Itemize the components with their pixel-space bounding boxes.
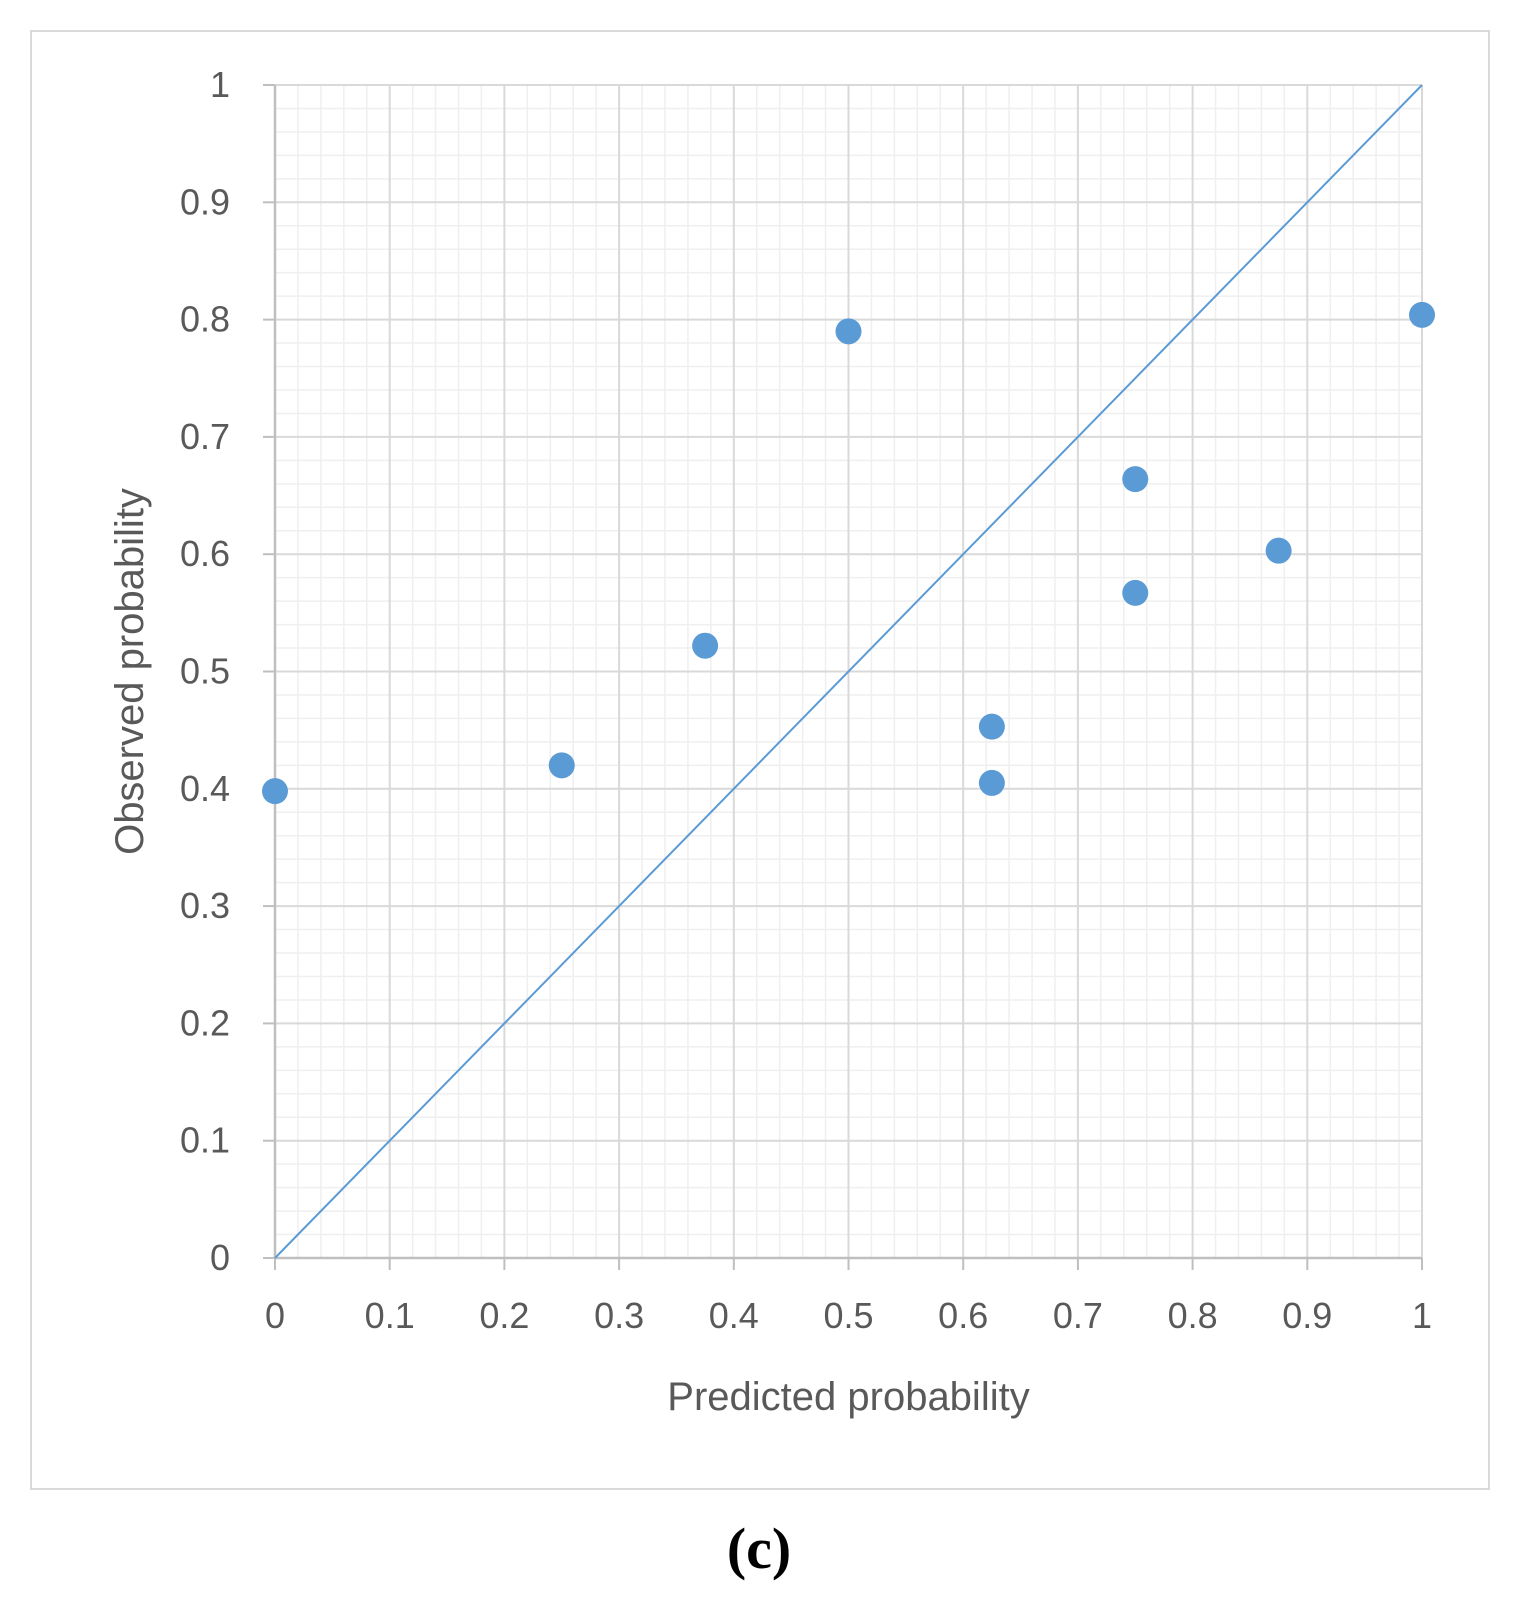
data-point [978,769,1005,796]
y-tick-label: 0.6 [180,533,230,574]
y-tick-label: 0.4 [180,768,230,809]
x-tick-label: 0.5 [823,1295,873,1336]
y-tick-label: 0.1 [180,1120,230,1161]
y-tick-label: 1 [210,64,230,105]
data-point [548,752,575,779]
x-tick-label: 0.3 [594,1295,644,1336]
data-point [262,778,288,805]
x-tick-label: 0.2 [479,1295,529,1336]
data-point [978,713,1005,740]
x-tick-label: 0.8 [1168,1295,1218,1336]
x-tick-label: 0.9 [1282,1295,1332,1336]
y-tick-labels: 0 0.1 0.2 0.3 0.4 0.5 0.6 0.7 0.8 0.9 1 [180,64,230,1278]
data-point [1122,579,1149,606]
x-tick-labels: 0 0.1 0.2 0.3 0.4 0.5 0.6 0.7 0.8 0.9 1 [265,1295,1432,1336]
y-tick-label: 0.7 [180,416,230,457]
x-tick-label: 0 [265,1295,285,1336]
x-tick-label: 0.7 [1053,1295,1103,1336]
y-tick-label: 0.8 [180,299,230,340]
y-tick-label: 0 [210,1237,230,1278]
data-point [692,632,719,659]
panel-label: (c) [726,1516,792,1581]
y-tick-label: 0.5 [180,651,230,692]
data-point [1122,466,1149,493]
scatter-point-series [262,301,1435,805]
y-tick-label: 0.2 [180,1002,230,1043]
y-tick-label: 0.3 [180,885,230,926]
data-point [1265,537,1292,564]
axes [263,84,1423,1270]
x-tick-label: 1 [1412,1295,1432,1336]
x-tick-label: 0.1 [365,1295,415,1336]
calibration-line [274,84,1423,1259]
x-axis-title: Predicted probability [667,1375,1029,1419]
x-tick-label: 0.6 [938,1295,988,1336]
calibration-line-series [274,84,1423,1259]
x-tick-label: 0.4 [709,1295,759,1336]
data-point [1409,301,1435,328]
data-point [835,318,862,345]
y-tick-label: 0.9 [180,181,230,222]
y-axis-title: Observed probability [108,488,152,855]
